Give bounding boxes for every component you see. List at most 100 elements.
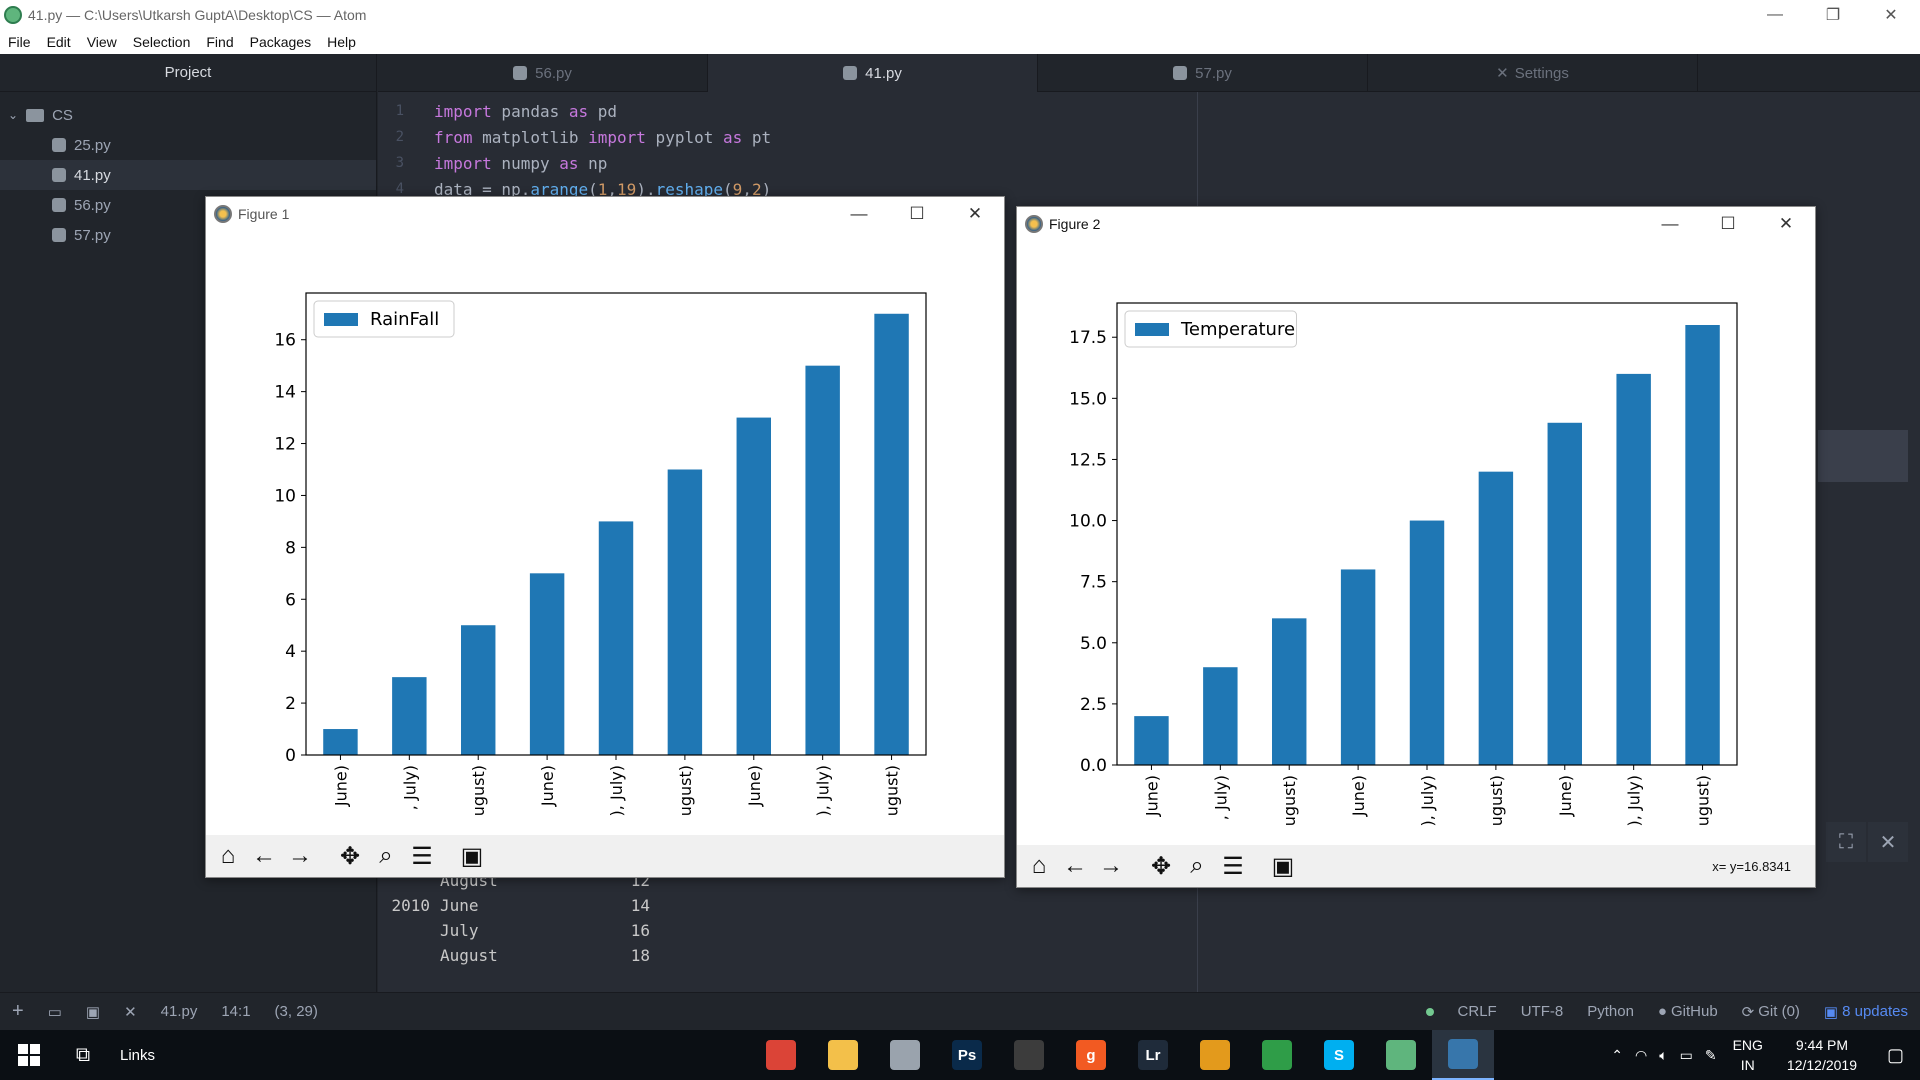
console-row: July 16 [378, 918, 650, 943]
taskbar-app-app-dark[interactable] [998, 1030, 1060, 1080]
box-app-icon [1200, 1040, 1230, 1070]
battery-icon[interactable]: ▭ [1679, 1046, 1693, 1063]
home-icon[interactable]: ⌂ [1031, 852, 1047, 879]
volume-icon[interactable]: 🔈︎ [1659, 1046, 1668, 1063]
status-git[interactable]: ⟳ Git (0) [1730, 1003, 1812, 1021]
tab-41-py[interactable]: 41.py [708, 54, 1038, 92]
tree-item-label: 25.py [74, 136, 111, 154]
console-cell: June [440, 896, 479, 915]
figure-1-x-tick-label: June) [745, 765, 764, 807]
figure-1-maximize-button[interactable]: ☐ [909, 204, 925, 223]
tree-item-41-py[interactable]: 41.py [0, 160, 376, 190]
taskbar-app-chrome[interactable] [750, 1030, 812, 1080]
tab-settings[interactable]: ✕ Settings [1368, 54, 1698, 92]
figure-1-legend-label: RainFall [370, 309, 439, 330]
figure-2-minimize-button[interactable]: — [1661, 214, 1679, 233]
save-icon[interactable]: ▣ [1271, 852, 1295, 880]
pan-icon[interactable]: ✥ [1150, 852, 1172, 880]
figure-1-y-tick-label: 14 [274, 383, 296, 403]
wifi-icon[interactable]: ◠ [1634, 1046, 1648, 1063]
taskbar-app-explorer[interactable] [812, 1030, 874, 1080]
taskbar-app-g-app[interactable]: g [1060, 1030, 1122, 1080]
menu-packages[interactable]: Packages [249, 34, 312, 50]
tree-item-56-py[interactable]: 56.py [0, 190, 376, 220]
back-arrow-icon[interactable]: ← [252, 842, 276, 869]
menu-view[interactable]: View [86, 34, 117, 50]
menu-find[interactable]: Find [206, 34, 234, 50]
figure-1-x-tick-label: , July) [400, 765, 419, 810]
taskbar-app-box-app[interactable] [1184, 1030, 1246, 1080]
figure-1-x-tick-label: ), July) [814, 765, 833, 816]
figure-2-x-tick-label: June) [1556, 775, 1575, 817]
figure-2-close-button[interactable]: ✕ [1778, 214, 1794, 233]
terminal-active-icon[interactable]: ▣ [85, 1003, 101, 1021]
save-icon[interactable]: ▣ [460, 842, 484, 870]
chevron-up-icon[interactable]: ⌃ [1611, 1046, 1623, 1063]
code-token: import [588, 127, 646, 147]
language-indicator[interactable]: ENG IN [1723, 1035, 1773, 1075]
notification-icon[interactable]: ▢ [1886, 1044, 1904, 1065]
pen-icon[interactable]: ✎ [1704, 1046, 1717, 1063]
close-button[interactable]: ✕ [1884, 7, 1898, 24]
panel-maximize-icon[interactable]: ⛶ [1826, 822, 1866, 862]
figure-1-x-tick-label: ugust) [676, 765, 695, 816]
zoom-icon[interactable]: ⌕ [379, 842, 393, 869]
figure-1-bar [461, 625, 496, 755]
figure-2-chart: June) , July) ugust) June)), July) ugust) J… [1069, 302, 1738, 826]
taskbar-app-skype[interactable]: S [1308, 1030, 1370, 1080]
taskbar-app-photoshop[interactable]: Ps [936, 1030, 998, 1080]
home-icon[interactable]: ⌂ [220, 842, 236, 869]
task-view-icon[interactable]: ⧉ [75, 1043, 91, 1066]
configure-subplots-icon[interactable]: ☰ [1222, 852, 1244, 880]
taskbar-app-printer[interactable] [874, 1030, 936, 1080]
figure-1-bar [392, 677, 427, 755]
back-arrow-icon[interactable]: ← [1063, 852, 1087, 879]
configure-subplots-icon[interactable]: ☰ [411, 842, 433, 870]
chevron-down-icon: ⌄ [8, 108, 19, 122]
status-file[interactable]: 41.py [160, 1003, 198, 1020]
taskbar-app-python[interactable] [1432, 1030, 1494, 1080]
minimize-button[interactable]: — [1767, 6, 1783, 23]
figure-1-close-button[interactable]: ✕ [967, 204, 983, 223]
restore-button[interactable]: ❐ [1825, 7, 1841, 24]
taskbar-app-atom[interactable] [1370, 1030, 1432, 1080]
figure-2-y-tick-label: 15.0 [1069, 389, 1107, 409]
status-encoding[interactable]: UTF-8 [1520, 1003, 1564, 1020]
figure-1-minimize-button[interactable]: — [850, 204, 868, 223]
menu-help[interactable]: Help [327, 34, 356, 50]
zoom-icon[interactable]: ⌕ [1190, 852, 1204, 879]
tree-item-57-py[interactable]: 57.py [0, 220, 376, 250]
start-button[interactable] [0, 1030, 58, 1080]
add-icon[interactable]: + [12, 1000, 24, 1022]
status-github[interactable]: ● GitHub [1646, 1003, 1730, 1020]
close-terminal-icon[interactable]: ✕ [124, 1003, 137, 1021]
status-cursor[interactable]: 14:1 [221, 1003, 251, 1020]
taskbar-app-tiles-app[interactable] [1246, 1030, 1308, 1080]
status-grammar[interactable]: Python [1587, 1003, 1634, 1020]
code-token: arange [530, 179, 589, 199]
figure-1-y-tick-label: 16 [274, 331, 296, 351]
forward-arrow-icon[interactable]: → [288, 842, 312, 869]
forward-arrow-icon[interactable]: → [1099, 852, 1123, 879]
code-token: pd [588, 101, 618, 121]
menu-selection[interactable]: Selection [132, 34, 191, 50]
clock[interactable]: 9:44 PM 12/12/2019 [1773, 1035, 1871, 1075]
figure-1-bar [805, 365, 840, 755]
menu-edit[interactable]: Edit [46, 34, 71, 50]
tab-57-py[interactable]: 57.py [1038, 54, 1368, 92]
figure-2-maximize-button[interactable]: ☐ [1720, 214, 1736, 233]
status-updates[interactable]: ▣ 8 updates [1812, 1003, 1920, 1021]
tree-item-25-py[interactable]: 25.py [0, 130, 376, 160]
links-toolbar[interactable]: Links [120, 1046, 156, 1064]
taskbar-app-lightroom[interactable]: Lr [1122, 1030, 1184, 1080]
tab-56-py[interactable]: 56.py [378, 54, 708, 92]
tree-root-folder[interactable]: ⌄ CS [0, 100, 376, 130]
panel-close-icon[interactable]: ✕ [1868, 822, 1908, 862]
pan-icon[interactable]: ✥ [339, 842, 361, 870]
code-token: as [722, 127, 743, 147]
terminal-icon[interactable]: ▭ [47, 1003, 62, 1021]
menu-file[interactable]: File [8, 34, 31, 50]
figure-2-bar [1340, 569, 1376, 765]
status-line-ending[interactable]: CRLF [1457, 1003, 1497, 1020]
figure-1-legend-box [313, 300, 455, 338]
